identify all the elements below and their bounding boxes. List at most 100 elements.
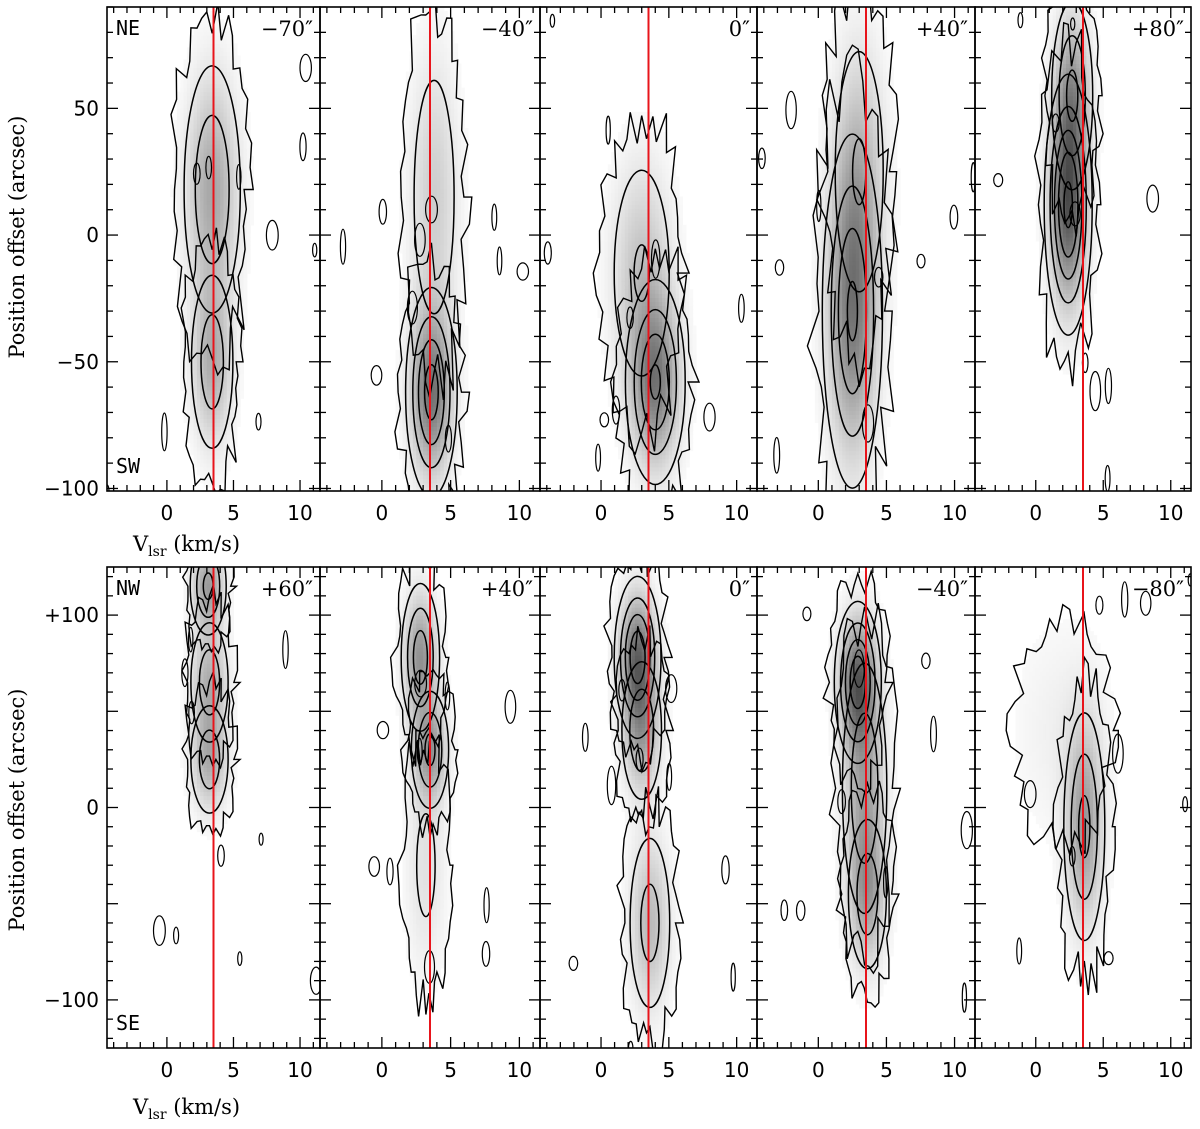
intensity-cell [433, 31, 438, 36]
intensity-cell [447, 458, 452, 464]
intensity-cell [450, 458, 455, 464]
intensity-cell [447, 349, 452, 355]
intensity-cell [210, 55, 215, 60]
contour-outer-line [170, 7, 255, 377]
intensity-cell [426, 192, 431, 198]
intensity-cell [216, 289, 221, 294]
intensity-cell [200, 188, 205, 194]
intensity-cell [236, 160, 241, 165]
intensity-cell [223, 345, 228, 351]
intensity-cell [233, 180, 238, 185]
intensity-cell [186, 240, 191, 246]
intensity-cell [236, 349, 241, 355]
intensity-cell [210, 341, 215, 347]
intensity-cell [186, 265, 191, 270]
intensity-cell [206, 349, 211, 355]
intensity-cell [183, 91, 188, 97]
intensity-cell [440, 136, 445, 141]
intensity-cell [440, 434, 445, 440]
intensity-cell [436, 466, 441, 472]
intensity-cell [419, 478, 424, 484]
intensity-cell [436, 281, 441, 286]
intensity-cell [601, 224, 605, 230]
intensity-cell [203, 91, 208, 97]
intensity-cell [416, 245, 421, 250]
intensity-cell [433, 446, 438, 452]
intensity-cell [436, 353, 441, 359]
intensity-cell [213, 378, 218, 383]
intensity-cell [240, 228, 244, 234]
intensity-cell [233, 75, 238, 81]
intensity-cell [223, 329, 228, 335]
intensity-cell [402, 430, 407, 436]
intensity-cell [611, 212, 616, 218]
intensity-cell [405, 188, 410, 194]
intensity-cell [206, 83, 211, 89]
intensity-cell [213, 184, 218, 190]
intensity-cell [183, 398, 188, 403]
intensity-cell [236, 168, 241, 173]
intensity-cell [220, 43, 225, 48]
intensity-cell [193, 140, 198, 145]
intensity-cell [423, 180, 428, 185]
intensity-cell [186, 325, 191, 331]
intensity-cell [399, 426, 404, 432]
intensity-cell [416, 305, 421, 311]
intensity-cell [618, 148, 622, 153]
intensity-cell [402, 261, 407, 266]
intensity-cell [409, 148, 414, 153]
intensity-cell [614, 148, 619, 153]
intensity-cell [223, 176, 228, 181]
intensity-cell [203, 156, 208, 161]
intensity-cell [607, 333, 612, 339]
intensity-cell [405, 228, 410, 234]
intensity-cell [200, 414, 205, 419]
intensity-cell [223, 168, 228, 173]
intensity-cell [206, 382, 211, 387]
intensity-cell [226, 333, 231, 339]
intensity-cell [200, 200, 205, 206]
intensity-cell [430, 27, 434, 32]
intensity-cell [216, 23, 221, 28]
intensity-cell [426, 240, 431, 246]
intensity-cell [220, 204, 225, 210]
intensity-cell [436, 406, 441, 411]
intensity-cell [196, 378, 201, 383]
intensity-cell [200, 59, 205, 64]
intensity-cell [243, 265, 248, 270]
intensity-cell [440, 176, 445, 181]
intensity-cell [405, 418, 410, 423]
intensity-cell [233, 212, 238, 218]
intensity-cell [430, 140, 434, 145]
intensity-cell [433, 111, 438, 117]
intensity-cell [436, 35, 441, 40]
intensity-cell [440, 224, 445, 230]
intensity-cell [450, 337, 455, 343]
intensity-cell [443, 15, 448, 20]
intensity-cell [176, 111, 181, 117]
intensity-cell [236, 240, 241, 246]
intensity-cell [233, 103, 238, 109]
intensity-cell [426, 269, 431, 274]
intensity-cell [186, 269, 191, 274]
intensity-cell [186, 152, 191, 157]
intensity-cell [190, 156, 195, 161]
intensity-cell [454, 390, 459, 395]
intensity-cell [399, 208, 404, 214]
intensity-cell [243, 313, 248, 319]
intensity-cell [203, 386, 208, 391]
intensity-cell [614, 265, 619, 270]
intensity-cell [402, 128, 407, 133]
intensity-cell [233, 406, 238, 411]
intensity-cell [457, 261, 462, 266]
intensity-cell [440, 27, 445, 32]
intensity-cell [190, 124, 195, 129]
intensity-cell [213, 269, 218, 274]
intensity-cell [180, 378, 185, 383]
intensity-cell [223, 309, 228, 315]
intensity-cell [200, 313, 205, 319]
intensity-cell [457, 95, 462, 101]
intensity-cell [460, 450, 465, 456]
intensity-cell [611, 333, 616, 339]
intensity-cell [206, 55, 211, 60]
